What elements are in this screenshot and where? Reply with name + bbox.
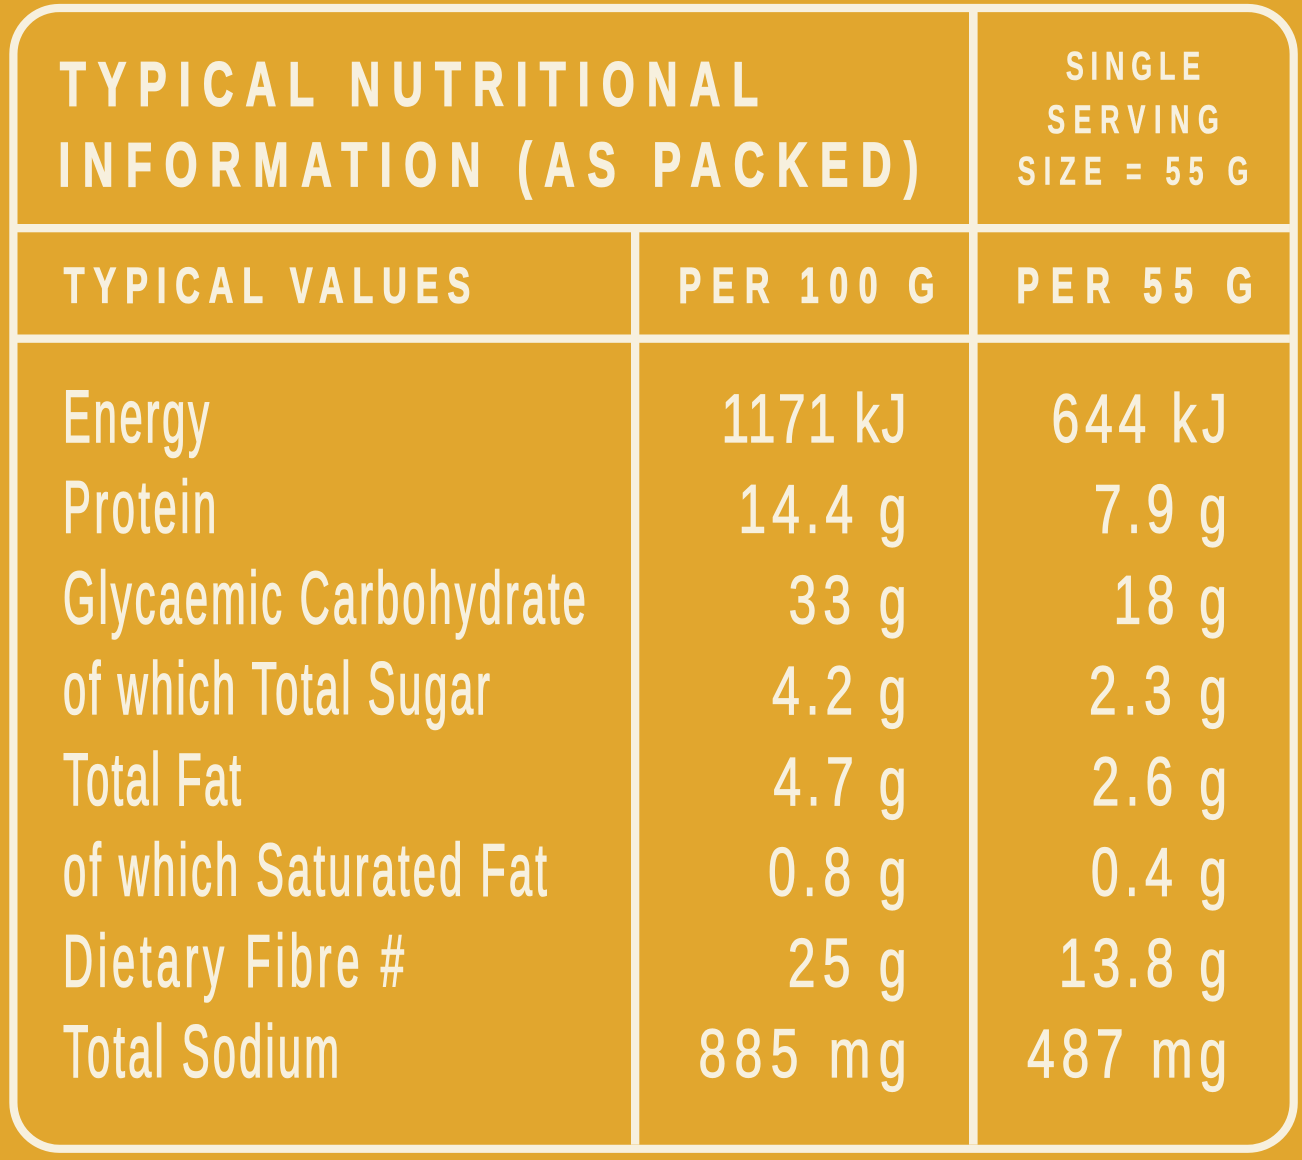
svg-text:PER 100 G: PER 100 G <box>679 258 945 314</box>
svg-text:14.4 g: 14.4 g <box>738 471 912 548</box>
svg-text:of which Total Sugar: of which Total Sugar <box>63 646 493 730</box>
svg-text:33 g: 33 g <box>789 562 914 639</box>
svg-text:TYPICAL NUTRITIONAL: TYPICAL NUTRITIONAL <box>60 51 770 120</box>
svg-text:Total Sodium: Total Sodium <box>63 1009 342 1093</box>
svg-text:4.2 g: 4.2 g <box>772 653 912 730</box>
svg-text:1171 kJ: 1171 kJ <box>721 380 908 457</box>
svg-text:Energy: Energy <box>63 374 212 458</box>
svg-text:0.8 g: 0.8 g <box>768 834 913 911</box>
svg-text:7.9 g: 7.9 g <box>1094 471 1233 548</box>
svg-text:TYPICAL VALUES: TYPICAL VALUES <box>64 258 479 314</box>
svg-text:SIZE = 55 G: SIZE = 55 G <box>1018 149 1257 193</box>
svg-text:2.6 g: 2.6 g <box>1092 743 1233 820</box>
svg-text:Glycaemic Carbohydrate: Glycaemic Carbohydrate <box>63 556 589 640</box>
svg-text:SINGLE: SINGLE <box>1066 44 1207 88</box>
svg-text:Protein: Protein <box>63 465 220 549</box>
svg-text:Total Fat: Total Fat <box>63 737 243 821</box>
svg-text:487 mg: 487 mg <box>1027 1015 1234 1092</box>
svg-text:18 g: 18 g <box>1114 562 1233 639</box>
svg-text:Dietary Fibre #: Dietary Fibre # <box>63 919 409 1003</box>
svg-text:SERVING: SERVING <box>1047 98 1227 142</box>
svg-text:0.4 g: 0.4 g <box>1091 834 1233 911</box>
svg-text:4.7 g: 4.7 g <box>773 743 912 820</box>
svg-text:13.8 g: 13.8 g <box>1059 925 1233 1002</box>
svg-text:INFORMATION (AS PACKED): INFORMATION (AS PACKED) <box>59 131 932 200</box>
svg-text:PER 55 G: PER 55 G <box>1016 258 1264 314</box>
svg-text:2.3 g: 2.3 g <box>1089 653 1234 730</box>
svg-text:of which Saturated Fat: of which Saturated Fat <box>63 828 550 912</box>
svg-text:25 g: 25 g <box>788 925 914 1002</box>
svg-text:885 mg: 885 mg <box>698 1015 914 1092</box>
svg-text:644 kJ: 644 kJ <box>1052 380 1233 457</box>
